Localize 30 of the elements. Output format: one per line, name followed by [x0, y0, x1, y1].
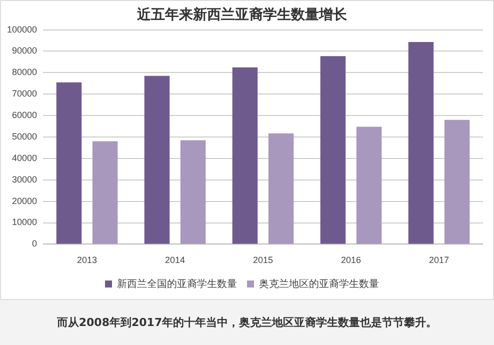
y-tick-label: 100000 — [6, 24, 38, 34]
x-tick-label: 2017 — [428, 255, 450, 266]
y-tick-label: 50000 — [12, 131, 38, 142]
y-tick-label: 0 — [32, 238, 38, 249]
bar — [232, 67, 258, 244]
y-tick-label: 70000 — [12, 88, 38, 99]
bar — [268, 133, 294, 244]
bar — [180, 140, 206, 244]
text: 而从2008年到2017年的十年当中，奥克兰地区亚裔学生数量也是节节攀升。 — [56, 315, 438, 330]
y-tick-label: 10000 — [12, 217, 38, 228]
y-tick-label: 80000 — [12, 67, 38, 78]
x-tick-label: 2016 — [340, 255, 362, 266]
legend-label: 奥克兰地区的亚裔学生数量 — [259, 278, 379, 290]
x-tick-label: 2014 — [165, 255, 186, 266]
bar — [92, 141, 118, 244]
x-tick-label: 2015 — [253, 255, 274, 266]
y-tick-label: 60000 — [12, 110, 38, 120]
bar — [144, 76, 170, 244]
bar — [56, 82, 82, 244]
y-tick-label: 20000 — [12, 196, 38, 206]
bar — [320, 56, 346, 244]
y-tick-label: 30000 — [12, 174, 38, 184]
bar — [356, 126, 382, 244]
y-tick-label: 90000 — [12, 46, 38, 56]
bar — [408, 42, 434, 244]
x-tick-label: 2013 — [77, 255, 98, 266]
chart-title: 近五年来新西兰亚裔学生数量增长 — [136, 6, 348, 24]
y-tick-label: 40000 — [12, 152, 38, 163]
legend-label: 新西兰全国的亚裔学生数量 — [117, 278, 237, 290]
bar — [444, 120, 470, 244]
